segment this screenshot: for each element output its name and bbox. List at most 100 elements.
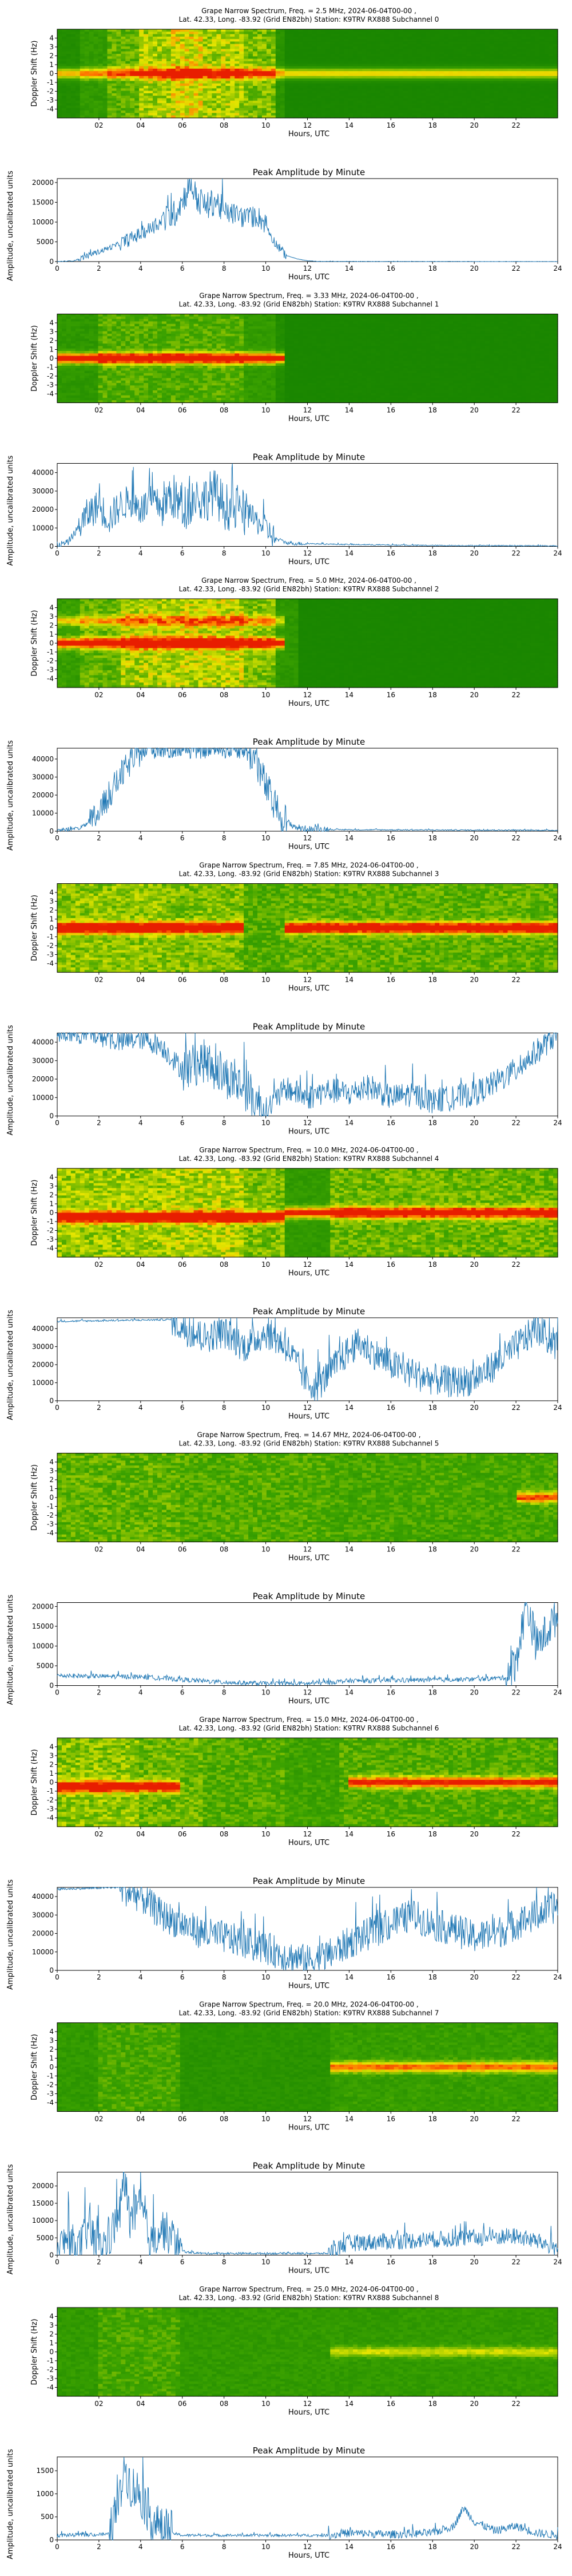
spectrogram-cell — [512, 110, 517, 113]
spectrogram-cell — [161, 361, 167, 364]
spectrogram-cell — [275, 49, 281, 52]
spectrogram-cell — [139, 51, 144, 54]
spectrogram-cell — [375, 56, 381, 60]
spectrogram-cell — [139, 368, 144, 372]
spectrogram-cell — [225, 41, 231, 45]
spectrogram-cell — [275, 100, 281, 104]
spectrogram-cell — [130, 41, 135, 45]
spectrogram-cell — [202, 61, 208, 64]
spectrogram-cell — [289, 113, 295, 116]
spectrogram-cell — [498, 90, 504, 94]
spectrogram-cell — [549, 36, 554, 39]
spectrogram-cell — [84, 86, 90, 89]
spectrogram-cell — [526, 103, 531, 106]
spectrogram-cell — [153, 110, 158, 113]
spectrogram-cell — [89, 100, 94, 104]
spectrogram-cell — [225, 54, 231, 57]
spectrogram-cell — [430, 113, 435, 116]
spectrogram-cell — [198, 71, 204, 74]
spectrogram-cell — [80, 397, 85, 401]
spectrogram-cell — [535, 88, 540, 92]
spectrogram-cell — [453, 39, 458, 42]
spectrogram-cell — [98, 98, 104, 101]
spectrogram-cell — [153, 316, 158, 319]
spectrogram-cell — [148, 355, 153, 359]
spectrogram-cell — [70, 343, 76, 347]
spectrogram-cell — [75, 78, 81, 82]
spectrogram-cell — [161, 58, 167, 62]
spectrogram-cell — [430, 39, 435, 42]
x-tick-label: 18 — [428, 121, 437, 129]
spectrogram-cell — [549, 110, 554, 113]
spectrogram-cell — [84, 388, 90, 391]
spectrogram-cell — [84, 54, 90, 57]
spectrogram-cell — [180, 81, 185, 84]
spectrogram-cell — [134, 34, 140, 37]
spectrogram-cell — [353, 56, 358, 60]
spectrogram-cell — [271, 103, 276, 106]
spectrogram-cell — [125, 341, 130, 344]
spectrogram-cell — [207, 41, 213, 45]
spectrogram-cell — [225, 100, 231, 104]
spectrogram-cell — [61, 376, 67, 379]
spectrogram-cell — [180, 34, 185, 37]
spectrogram-cell — [521, 71, 526, 74]
spectrogram-cell — [398, 39, 404, 42]
spectrogram-cell — [189, 96, 194, 99]
spectrogram-cell — [121, 361, 126, 364]
spectrogram-cell — [230, 46, 235, 50]
spectrogram-cell — [166, 329, 172, 332]
spectrogram-cell — [66, 323, 72, 327]
spectrogram-cell — [193, 90, 199, 94]
spectrogram-cell — [416, 61, 422, 64]
spectrogram-cell — [312, 100, 317, 104]
spectrogram-cell — [193, 93, 199, 96]
spectrogram-cell — [366, 54, 372, 57]
spectrogram-cell — [139, 83, 144, 86]
spectrogram-cell — [107, 115, 113, 118]
spectrogram-cell — [166, 36, 172, 39]
spectrogram-cell — [284, 86, 290, 89]
spectrogram-cell — [175, 103, 181, 106]
spectrogram-cell — [444, 98, 449, 101]
spectrogram-cell — [293, 88, 299, 92]
spectrogram-cell — [116, 68, 121, 72]
spectrogram-cell — [166, 103, 172, 106]
spectrogram-cell — [293, 61, 299, 64]
spectrogram-cell — [153, 323, 158, 327]
spectrogram-cell — [453, 51, 458, 54]
spectrogram-cell — [70, 61, 76, 64]
spectrogram-cell — [412, 66, 417, 69]
spectrogram-cell — [84, 331, 90, 334]
spectrogram-cell — [357, 68, 363, 72]
spectrogram-cell — [116, 333, 121, 337]
spectrogram-cell — [198, 73, 204, 77]
spectrogram-cell — [448, 31, 454, 35]
spectrogram-cell — [66, 329, 72, 332]
spectrogram-cell — [403, 34, 408, 37]
spectrogram-cell — [216, 100, 221, 104]
spectrogram-cell — [93, 36, 99, 39]
spectrogram-cell — [112, 61, 117, 64]
spectrogram-cell — [348, 68, 353, 72]
spectrogram-cell — [494, 66, 499, 69]
spectrogram-cell — [84, 353, 90, 357]
spectrogram-cell — [307, 56, 313, 60]
spectrogram-cell — [275, 46, 281, 50]
spectrogram-cell — [112, 355, 117, 359]
x-tick-label: 22 — [511, 264, 520, 272]
spectrogram-cell — [466, 54, 472, 57]
spectrogram-cell — [348, 41, 353, 45]
spectrogram-cell — [80, 385, 85, 389]
spectrogram-cell — [321, 34, 326, 37]
spectrogram-cell — [112, 68, 117, 72]
spectrogram-cell — [66, 373, 72, 376]
spectrogram-cell — [84, 78, 90, 82]
spectrogram-cell — [416, 71, 422, 74]
spectrogram-cell — [503, 113, 509, 116]
spectrogram-cell — [230, 93, 235, 96]
spectrogram-cell — [421, 103, 426, 106]
spectrogram-cell — [549, 54, 554, 57]
spectrogram-cell — [239, 78, 244, 82]
spectrogram-cell — [98, 96, 104, 99]
